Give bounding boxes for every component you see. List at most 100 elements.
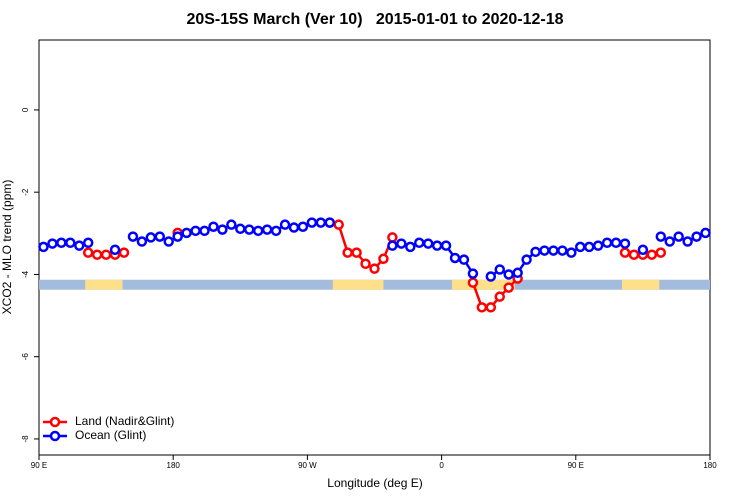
legend-label: Land (Nadir&Glint) <box>75 414 174 428</box>
series-point <box>521 254 532 265</box>
series-point <box>91 249 103 260</box>
legend-marker <box>49 430 61 442</box>
series-point <box>109 244 121 256</box>
series-point <box>548 245 559 256</box>
series-point <box>199 225 210 237</box>
series-point <box>100 249 112 260</box>
series-point <box>512 267 523 279</box>
series-point <box>252 225 264 237</box>
land-band <box>622 279 660 290</box>
series-point <box>673 231 684 242</box>
series-point <box>288 222 300 233</box>
series-point <box>431 240 443 251</box>
series-point <box>494 291 506 302</box>
series-point <box>413 237 425 249</box>
series-point <box>235 223 246 235</box>
series-point <box>583 241 595 253</box>
series-point <box>127 231 139 242</box>
series-point <box>646 249 658 260</box>
y-tick-label: -4 <box>21 270 30 278</box>
series-point <box>369 263 380 274</box>
series-point <box>628 249 640 260</box>
series-point <box>208 221 219 232</box>
series-point <box>324 217 336 228</box>
land-band <box>452 279 515 290</box>
series-point <box>82 237 94 249</box>
series-point <box>243 224 255 235</box>
y-tick-label: 0 <box>21 107 30 112</box>
series-point <box>557 245 568 256</box>
series-point <box>485 271 497 282</box>
series-point <box>38 241 49 253</box>
series-point <box>449 252 461 264</box>
series-point <box>601 237 613 249</box>
y-tick-label: -2 <box>21 188 30 196</box>
series-point <box>279 219 291 230</box>
series-point <box>65 237 76 249</box>
series-point <box>682 236 693 247</box>
series-point <box>306 217 318 228</box>
series-point <box>378 253 389 265</box>
series-point <box>261 224 273 235</box>
series-point <box>172 231 183 242</box>
legend-label: Ocean (Glint) <box>75 428 146 442</box>
series-point <box>700 227 711 239</box>
series-point <box>154 231 166 242</box>
series-point <box>575 241 586 253</box>
series-point <box>539 245 550 256</box>
series-point <box>422 238 434 249</box>
series-point <box>270 225 282 237</box>
series-point <box>145 232 157 243</box>
legend-marker <box>49 416 61 428</box>
y-tick-label: -6 <box>21 353 30 361</box>
series-point <box>47 238 58 249</box>
chart-title: 20S-15S March (Ver 10) 2015-01-01 to 202… <box>186 11 563 28</box>
series-point <box>74 240 85 251</box>
x-tick-label: 180 <box>703 461 717 470</box>
series-point <box>530 246 541 258</box>
series-point <box>503 269 514 280</box>
x-tick-label: 90 W <box>298 461 317 470</box>
y-axis-label: XCO2 - MLO trend (ppm) <box>0 180 14 315</box>
series-point <box>118 247 130 258</box>
series-point <box>440 240 452 251</box>
series-point <box>655 247 667 258</box>
series-point <box>664 236 675 247</box>
series-point <box>387 240 398 251</box>
series-point <box>637 244 649 256</box>
x-tick-label: 90 E <box>568 461 584 470</box>
series-point <box>476 302 488 313</box>
series-point <box>56 237 67 249</box>
series-point <box>315 217 327 228</box>
land-band <box>332 279 384 290</box>
series-point <box>467 268 479 279</box>
x-tick-label: 180 <box>167 461 181 470</box>
series-point <box>619 238 631 249</box>
series-point <box>405 241 416 253</box>
series-point <box>181 227 192 239</box>
series-point <box>136 236 148 247</box>
series-point <box>503 282 514 293</box>
series-point <box>592 240 604 251</box>
series-point <box>655 231 667 242</box>
x-tick-label: 90 E <box>31 461 47 470</box>
series-point <box>217 224 228 235</box>
series-point <box>485 302 497 313</box>
series-point <box>610 237 622 249</box>
series-point <box>467 277 479 288</box>
series-point <box>297 221 309 232</box>
series-point <box>82 247 94 258</box>
series-point <box>333 219 344 230</box>
y-tick-label: -8 <box>21 435 30 443</box>
series-point <box>691 231 702 242</box>
series-point <box>360 258 371 269</box>
land-band <box>85 279 123 290</box>
series-point <box>387 232 398 243</box>
series-point <box>458 254 470 265</box>
series-point <box>396 238 407 249</box>
series-point <box>494 264 506 275</box>
series-point <box>619 247 631 258</box>
series-point <box>190 225 201 237</box>
x-axis-label: Longitude (deg E) <box>327 476 422 490</box>
